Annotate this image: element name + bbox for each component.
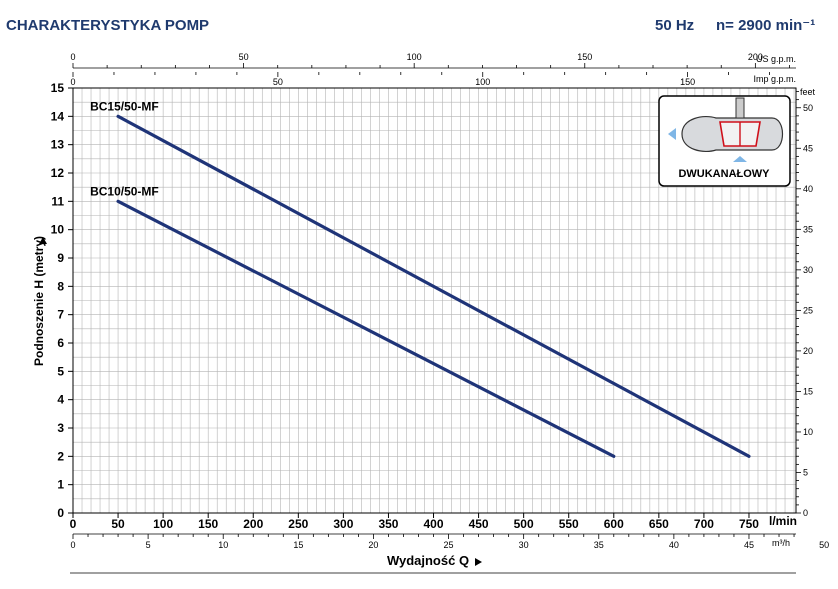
y-tick-label: 0: [57, 506, 64, 520]
y-tick-label: 13: [51, 138, 65, 152]
us-gpm-tick-label: 150: [577, 52, 592, 62]
x-tick-label: 100: [153, 517, 173, 531]
feet-tick-label: 35: [803, 224, 813, 234]
m3h-tick-label: 20: [368, 540, 378, 550]
feet-tick-label: 45: [803, 143, 813, 153]
inset-layer: [658, 95, 791, 187]
text-layer: CHARAKTERYSTYKA POMP 50 Hz n= 2900 min⁻¹…: [6, 17, 816, 568]
x-tick-label: 450: [469, 517, 489, 531]
m3h-tick-label: 25: [444, 540, 454, 550]
feet-tick-label: 0: [803, 508, 808, 518]
feet-tick-label: 50: [803, 103, 813, 113]
x-tick-label: 350: [378, 517, 398, 531]
y-tick-label: 8: [57, 279, 64, 293]
x-axis-arrow-icon: [475, 558, 482, 566]
y-tick-label: 7: [57, 308, 64, 322]
series-line: [116, 199, 616, 458]
series-layer: BC15/50-MF BC10/50-MF: [90, 99, 751, 458]
y-axis-title: Podnoszenie H (metry): [32, 236, 46, 366]
feet-tick-label: 10: [803, 427, 813, 437]
y-tick-label: 6: [57, 336, 64, 350]
series-label: BC15/50-MF: [90, 99, 159, 113]
x-tick-label: 250: [288, 517, 308, 531]
y-tick-label: 10: [51, 223, 65, 237]
series-line: [116, 114, 751, 458]
m3h-tick-label: 30: [519, 540, 529, 550]
x-tick-label: 200: [243, 517, 263, 531]
x-axis-title: Wydajność Q: [387, 553, 469, 568]
imp-gpm-tick-label: 50: [273, 77, 283, 87]
x-tick-label: 650: [649, 517, 669, 531]
feet-tick-label: 20: [803, 346, 813, 356]
feet-tick-label: 30: [803, 265, 813, 275]
us-gpm-label: US g.p.m.: [756, 54, 796, 64]
y-tick-label: 3: [57, 421, 64, 435]
dual-channel-impeller-icon: [668, 97, 784, 162]
inset-label: DWUKANAŁOWY: [678, 168, 770, 180]
y-tick-label: 9: [57, 251, 64, 265]
m3h-tick-label: 10: [218, 540, 228, 550]
m3h-tick-label: 0: [70, 540, 75, 550]
frequency-label: 50 Hz: [655, 17, 694, 34]
plot-frame: [72, 87, 797, 514]
x-tick-label: 750: [739, 517, 759, 531]
x-tick-label: 600: [604, 517, 624, 531]
m3h-tick-label: 45: [744, 540, 754, 550]
x-tick-label: 50: [111, 517, 125, 531]
y-tick-label: 14: [51, 109, 65, 123]
feet-tick-label: 25: [803, 305, 813, 315]
x-tick-label: 400: [424, 517, 444, 531]
m3h-tick-label: 35: [594, 540, 604, 550]
imp-gpm-label: Imp g.p.m.: [753, 74, 796, 84]
x-tick-label: 550: [559, 517, 579, 531]
imp-gpm-tick-label: 0: [70, 77, 75, 87]
m3h-tick-label: 50: [819, 540, 829, 550]
us-gpm-tick-label: 100: [407, 52, 422, 62]
m3h-tick-label: 15: [293, 540, 303, 550]
y-tick-label: 1: [57, 478, 64, 492]
m3h-tick-label: 40: [669, 540, 679, 550]
y-tick-label: 11: [51, 194, 64, 208]
y-tick-label: 2: [57, 449, 64, 463]
x-unit-label: l/min: [769, 514, 797, 528]
feet-tick-label: 15: [803, 386, 813, 396]
imp-gpm-tick-label: 100: [475, 77, 490, 87]
imp-gpm-tick-label: 150: [680, 77, 695, 87]
grid-layer: [73, 88, 796, 513]
x-tick-label: 300: [333, 517, 353, 531]
y-tick-label: 4: [57, 393, 64, 407]
outlet-arrow-icon: [668, 128, 676, 140]
m3h-label: m³/h: [772, 538, 790, 548]
feet-tick-label: 5: [803, 467, 808, 477]
m3h-tick-label: 5: [146, 540, 151, 550]
feet-tick-label: 40: [803, 184, 813, 194]
series-label: BC10/50-MF: [90, 184, 159, 198]
us-gpm-tick-label: 200: [748, 52, 763, 62]
chart-title: CHARAKTERYSTYKA POMP: [6, 17, 209, 34]
y-tick-label: 5: [57, 364, 64, 378]
x-tick-label: 150: [198, 517, 218, 531]
inlet-arrow-icon: [733, 156, 747, 162]
x-tick-label: 700: [694, 517, 714, 531]
us-gpm-tick-label: 0: [70, 52, 75, 62]
us-gpm-tick-label: 50: [239, 52, 249, 62]
pump-shaft-shape: [735, 97, 745, 119]
y-tick-label: 12: [51, 166, 65, 180]
y-tick-label: 15: [51, 81, 65, 95]
feet-label: feet: [800, 87, 816, 97]
x-tick-label: 0: [70, 517, 77, 531]
y-axis-arrow-icon: [39, 237, 47, 244]
x-tick-label: 500: [514, 517, 534, 531]
speed-label: n= 2900 min⁻¹: [716, 17, 815, 34]
